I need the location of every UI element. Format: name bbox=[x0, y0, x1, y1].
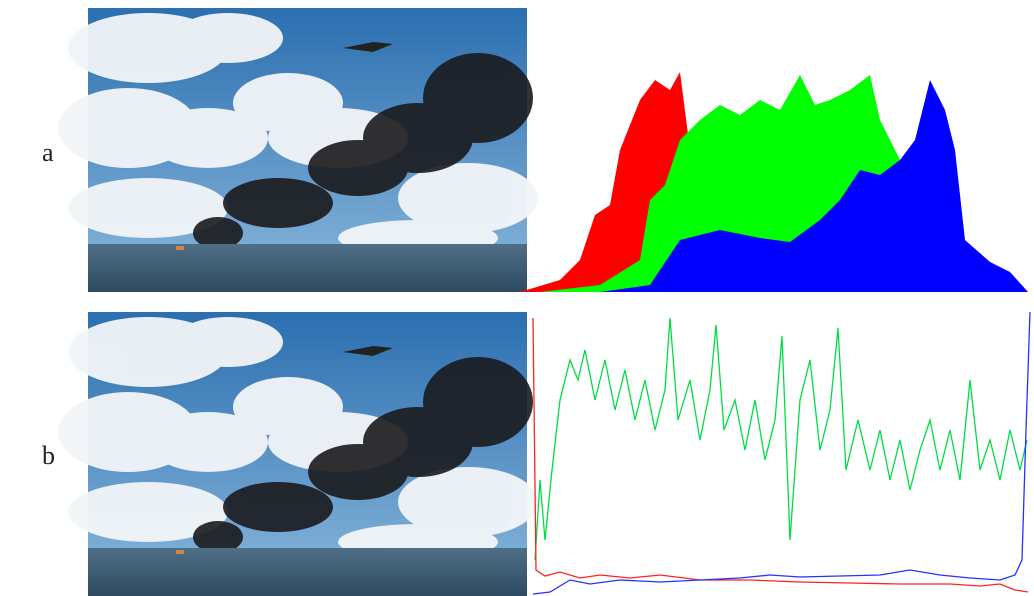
photo-original bbox=[58, 8, 538, 292]
histogram-b bbox=[533, 312, 1030, 594]
panel-label: a bbox=[42, 138, 54, 168]
photo-enhanced bbox=[58, 312, 538, 596]
figure: a b bbox=[0, 0, 1034, 596]
histogram-a bbox=[520, 72, 1028, 292]
panel-label: b bbox=[42, 441, 55, 471]
figure-graphics bbox=[0, 0, 1034, 596]
